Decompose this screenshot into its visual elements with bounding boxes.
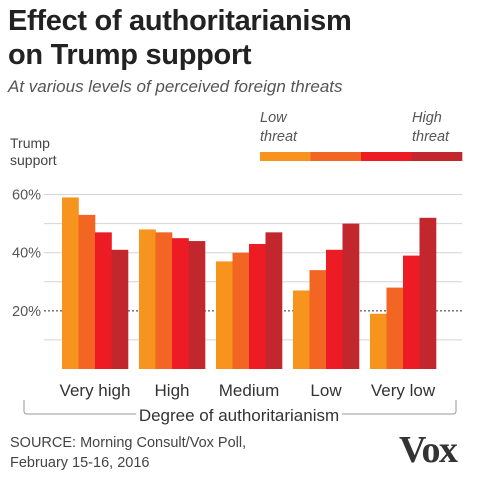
- chart-title: Effect of authoritarianism on Trump suppo…: [8, 5, 352, 71]
- bar: [216, 261, 233, 369]
- legend-swatch: [361, 152, 412, 161]
- chart-subtitle: At various levels of perceived foreign t…: [8, 77, 343, 96]
- source-line-1: SOURCE: Morning Consult/Vox Poll,: [10, 435, 247, 451]
- bar: [386, 287, 404, 369]
- threat-legend: Low threat High threat: [260, 110, 463, 161]
- x-tick-label: High: [155, 381, 190, 400]
- legend-label: threat: [260, 129, 298, 145]
- legend-swatch: [411, 152, 463, 161]
- x-tick-label: Medium: [219, 381, 279, 400]
- x-tick-label: Very low: [371, 381, 436, 400]
- y-tick-label: 40%: [12, 246, 41, 262]
- y-tick-label: 60%: [12, 188, 41, 204]
- x-axis: Very high High Medium Low Very low Degree of …: [23, 381, 457, 429]
- bar: [95, 232, 112, 369]
- bar: [111, 249, 129, 369]
- x-tick-label: Low: [310, 381, 342, 400]
- bar: [403, 255, 420, 369]
- bar: [155, 232, 173, 369]
- bar: [326, 249, 343, 369]
- bar: [293, 290, 310, 369]
- source-line-2: February 15-16, 2016: [10, 455, 150, 471]
- bar-series: [62, 197, 437, 369]
- y-axis-label-line: support: [10, 152, 57, 168]
- legend-label: High: [412, 110, 442, 126]
- bar: [265, 232, 283, 369]
- y-axis-label-line: Trump: [10, 135, 50, 151]
- bar: [370, 313, 387, 369]
- y-tick-label: 20%: [12, 304, 41, 320]
- bar: [139, 229, 156, 369]
- bar: [78, 214, 96, 369]
- bar: [62, 197, 79, 369]
- bar: [309, 270, 327, 369]
- bar: [172, 238, 189, 369]
- vox-logo: Vox: [399, 429, 458, 471]
- axis-bracket: [23, 400, 457, 415]
- bar: [249, 243, 266, 369]
- legend-swatch: [310, 152, 362, 161]
- x-axis-label: Degree of authoritarianism: [139, 406, 339, 425]
- legend-label: Low: [260, 110, 288, 126]
- legend-label: threat: [412, 129, 450, 145]
- legend-swatch: [260, 152, 311, 161]
- bar: [342, 223, 360, 369]
- bar: [232, 252, 250, 369]
- bar: [188, 241, 206, 369]
- source-note: SOURCE: Morning Consult/Vox Poll, Februa…: [10, 433, 246, 473]
- bar: [419, 217, 437, 369]
- x-tick-label: Very high: [60, 381, 131, 400]
